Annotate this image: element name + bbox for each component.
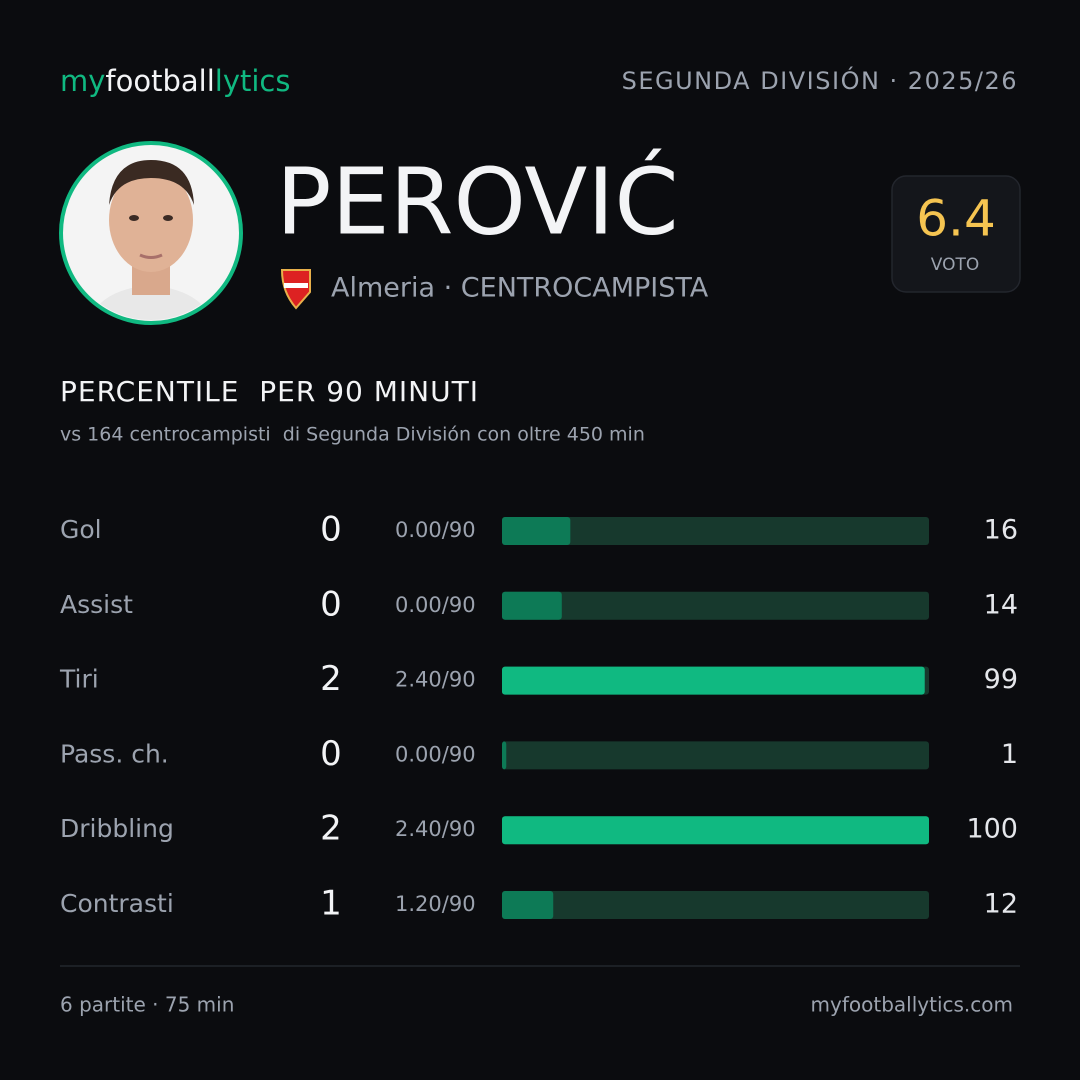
player-name: PEROVIĆ <box>276 146 679 255</box>
stat-per90: 2.40/90 <box>395 668 476 692</box>
stat-per90: 0.00/90 <box>395 742 476 766</box>
stat-per90: 1.20/90 <box>395 892 476 916</box>
player-info: Almeria · CENTROCAMPISTA <box>331 273 709 304</box>
section-title: PERCENTILE PER 90 MINUTI <box>60 375 479 408</box>
stat-label: Assist <box>60 590 133 619</box>
stat-per90: 0.00/90 <box>395 518 476 542</box>
bar-track <box>502 891 929 919</box>
percentile-bar <box>502 816 929 845</box>
logo-part: lytics <box>215 64 291 98</box>
logo: myfootballlytics <box>60 64 290 98</box>
bar-track <box>502 591 929 620</box>
league: SEGUNDA DIVISIÓN · 2025/26 <box>622 65 1018 95</box>
percentile-bar <box>502 517 571 545</box>
logo-part: football <box>105 64 214 98</box>
percentile-label: 14 <box>984 589 1018 620</box>
rating-label: VOTO <box>931 255 979 275</box>
stat-label: Pass. ch. <box>60 739 169 768</box>
percentile-label: 99 <box>984 664 1018 695</box>
stat-per90: 0.00/90 <box>395 593 476 617</box>
stat-per90: 2.40/90 <box>395 817 476 841</box>
stat-label: Tiri <box>59 665 99 694</box>
stat-value: 1 <box>320 884 342 924</box>
stat-label: Dribbling <box>60 814 174 843</box>
footer-right: myfootballytics.com <box>811 993 1013 1017</box>
stat-value: 2 <box>320 809 342 849</box>
rating-box <box>891 175 1021 293</box>
percentile-label: 16 <box>984 515 1018 546</box>
stat-rows: Gol 0 0.00/90 16 Assist 0 0.00/90 14 Tiri 2 2.40/9… <box>59 510 1018 924</box>
percentile-bar <box>502 741 507 770</box>
club-crest <box>280 269 311 310</box>
percentile-bar <box>502 666 925 695</box>
stat-value: 0 <box>320 510 342 550</box>
percentile-label: 12 <box>984 889 1018 920</box>
logo-part: my <box>60 64 105 98</box>
percentile-label: 100 <box>966 814 1018 845</box>
footer-left: 6 partite · 75 min <box>60 993 234 1017</box>
stat-label: Contrasti <box>60 889 174 918</box>
stat-label: Gol <box>60 515 102 544</box>
bar-track <box>502 517 929 545</box>
bar-track <box>502 741 929 770</box>
rating: 6.4 <box>916 190 996 248</box>
percentile-label: 1 <box>1001 739 1018 770</box>
stat-value: 0 <box>320 584 342 624</box>
percentile-bar <box>502 891 554 919</box>
stat-value: 2 <box>320 659 342 699</box>
photo <box>59 141 243 325</box>
section-subtitle: vs 164 centrocampisti di Segunda Divisió… <box>60 424 645 446</box>
stat-value: 0 <box>320 734 342 774</box>
percentile-bar <box>502 591 562 620</box>
